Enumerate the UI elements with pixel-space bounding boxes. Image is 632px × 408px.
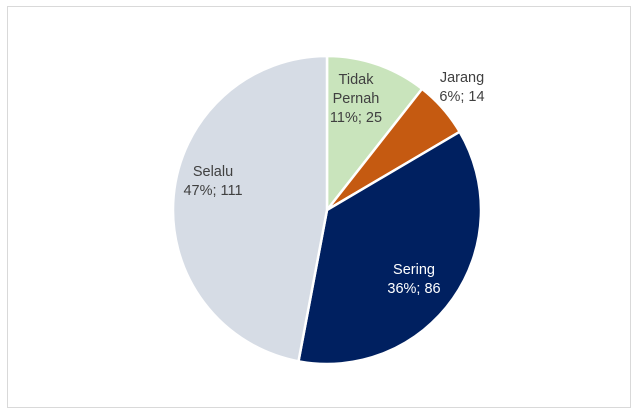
pie-slice-sering bbox=[297, 130, 483, 366]
data-label-selalu: Selalu 47%; 111 bbox=[183, 164, 242, 199]
pie-slice-tidak-pernah bbox=[325, 54, 424, 212]
data-label-jarang: Jarang 6%; 14 bbox=[439, 70, 484, 105]
pie-slice-selalu bbox=[171, 54, 329, 363]
data-label-sering: Sering 36%; 86 bbox=[387, 262, 440, 297]
data-label-tidak-pernah: Tidak Pernah 11%; 25 bbox=[330, 72, 382, 126]
